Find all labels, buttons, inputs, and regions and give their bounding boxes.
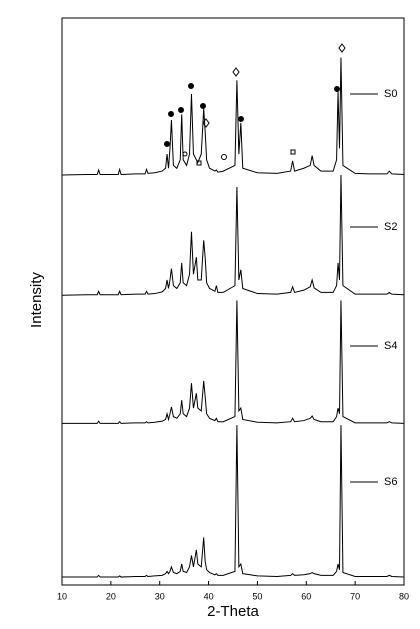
x-tick-label: 40 <box>204 591 214 601</box>
phase-marker <box>202 118 210 128</box>
pattern-line <box>62 425 405 578</box>
phase-marker <box>290 149 296 155</box>
phase-marker <box>164 141 170 147</box>
x-tick-label: 50 <box>252 591 262 601</box>
phase-markers <box>164 43 346 166</box>
x-tick-label: 10 <box>57 591 67 601</box>
series-label: S4 <box>384 340 397 352</box>
x-tick-label: 20 <box>106 591 116 601</box>
x-tick-label: 30 <box>155 591 165 601</box>
y-axis-label: Intensity <box>28 272 45 328</box>
series-label: S2 <box>384 221 397 233</box>
pattern-line <box>62 300 405 424</box>
phase-marker <box>232 67 240 77</box>
series-label: S0 <box>384 88 397 100</box>
phase-marker <box>221 154 227 160</box>
x-axis-label: 2-Theta <box>207 603 259 620</box>
phase-marker <box>338 43 346 53</box>
phase-marker <box>168 111 174 117</box>
phase-marker <box>200 103 206 109</box>
x-tick-label: 80 <box>399 591 409 601</box>
x-tick-label: 60 <box>301 591 311 601</box>
series-label: S6 <box>384 476 397 488</box>
phase-marker <box>182 151 188 157</box>
phase-marker <box>196 160 202 166</box>
phase-marker <box>188 83 194 89</box>
x-tick-label: 70 <box>350 591 360 601</box>
phase-marker <box>178 107 184 113</box>
phase-marker <box>334 86 340 92</box>
phase-marker <box>238 116 244 122</box>
pattern-line <box>61 175 405 296</box>
plot-frame <box>61 17 405 586</box>
pattern-line <box>61 57 405 176</box>
